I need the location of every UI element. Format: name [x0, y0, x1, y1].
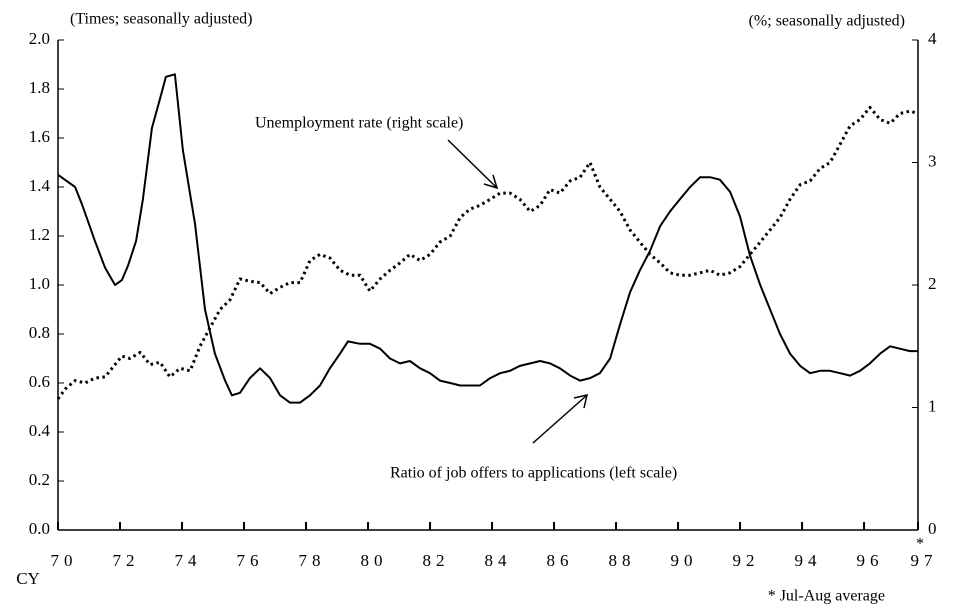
y-tick-label: 0.4 [29, 421, 51, 440]
x-tick-label: 72 [113, 551, 140, 570]
y2-unit-label: (%; seasonally adjusted) [749, 13, 905, 30]
series-line [57, 73, 918, 404]
x-tick-label: 82 [423, 551, 450, 570]
x-tick-label: 96 [857, 551, 884, 570]
x-tick-label: 78 [299, 551, 326, 570]
y-tick-label: 0.0 [29, 519, 50, 538]
y-unit-label: (Times; seasonally adjusted) [70, 11, 253, 28]
arrow-head [573, 393, 589, 409]
y2-tick-label: 0 [928, 519, 937, 538]
x-tick-label: 76 [237, 551, 264, 570]
x-tick-label: 70 [51, 551, 78, 570]
series-annotation: Ratio of job offers to applications (lef… [390, 465, 677, 482]
x-axis-label: CY [16, 569, 40, 588]
y-tick-label: 1.6 [29, 127, 50, 146]
footnote: * Jul-Aug average [768, 588, 885, 605]
y-tick-label: 1.2 [29, 225, 50, 244]
x-tick-label: 92 [733, 551, 760, 570]
x-tick-label: 94 [795, 551, 822, 570]
y-tick-label: 0.2 [29, 470, 50, 489]
x-tick-label: 90 [671, 551, 698, 570]
y2-tick-label: 1 [928, 396, 937, 415]
series-annotation: Unemployment rate (right scale) [255, 115, 463, 132]
y2-tick-label: 2 [928, 274, 937, 293]
y-tick-label: 0.8 [29, 323, 50, 342]
arrow [532, 395, 587, 444]
y-tick-label: 1.0 [29, 274, 50, 293]
x-tick-label: 74 [175, 551, 202, 570]
arrow [447, 139, 497, 188]
footnote-marker: * [916, 536, 924, 553]
arrows [447, 139, 589, 444]
y2-tick-label: 4 [928, 29, 937, 48]
y-tick-label: 1.4 [29, 176, 51, 195]
y2-tick-label: 3 [928, 151, 937, 170]
x-tick-label: 97 [911, 551, 938, 570]
y-tick-label: 1.8 [29, 78, 50, 97]
series-line [56, 105, 919, 400]
y-tick-label: 2.0 [29, 29, 50, 48]
arrow-head [483, 174, 499, 190]
y-tick-label: 0.6 [29, 372, 50, 391]
x-tick-label: 86 [547, 551, 574, 570]
x-tick-label: 88 [609, 551, 636, 570]
x-tick-label: 80 [361, 551, 388, 570]
x-tick-label: 84 [485, 551, 512, 570]
